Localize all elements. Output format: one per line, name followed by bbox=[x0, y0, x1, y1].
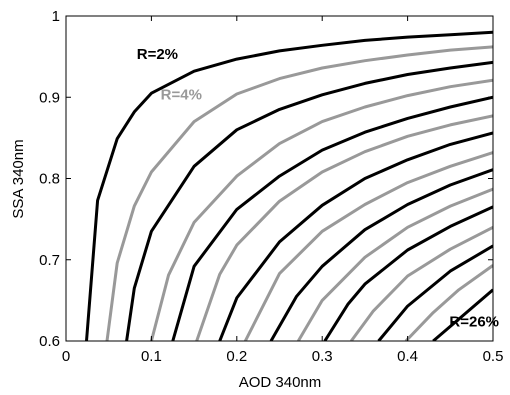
y-tick-label: 0.9 bbox=[39, 89, 60, 106]
curve-line-7 bbox=[218, 131, 493, 341]
y-tick-label: 0.6 bbox=[39, 333, 60, 350]
curve-line-15 bbox=[432, 288, 493, 341]
y-tick-label: 1 bbox=[52, 8, 60, 25]
curve-line-12 bbox=[349, 225, 493, 341]
curve-line-3 bbox=[125, 60, 493, 341]
x-tick-label: 0.3 bbox=[312, 348, 333, 365]
x-tick-label: 0.1 bbox=[141, 348, 162, 365]
curve-line-13 bbox=[377, 244, 493, 341]
curve-line-14 bbox=[404, 264, 493, 341]
x-tick-label: 0.4 bbox=[397, 348, 418, 365]
annotation-label-3: R=26% bbox=[449, 313, 499, 330]
y-tick-label: 0.7 bbox=[39, 252, 60, 269]
series-layer bbox=[85, 30, 493, 341]
annotation-label-1: R=2% bbox=[137, 46, 178, 63]
curve-line-10 bbox=[297, 187, 493, 341]
curve-line-4 bbox=[149, 78, 493, 341]
annotation-label-2: R=4% bbox=[161, 87, 202, 104]
curve-line-8 bbox=[243, 151, 493, 341]
annotation-layer: R=2% R=4% R=26% bbox=[137, 46, 499, 330]
curve-line-5 bbox=[171, 95, 493, 341]
y-axis-ticks: 0.6 0.7 0.8 0.9 1 bbox=[39, 8, 493, 350]
x-tick-label: 0.5 bbox=[483, 348, 504, 365]
x-tick-label: 0 bbox=[62, 348, 70, 365]
y-tick-label: 0.8 bbox=[39, 171, 60, 188]
curve-line-11 bbox=[323, 205, 493, 341]
curve-line-6 bbox=[195, 114, 493, 341]
x-axis-title: AOD 340nm bbox=[239, 374, 322, 391]
x-axis-ticks: 0 0.1 0.2 0.3 0.4 0.5 bbox=[62, 16, 504, 365]
plot-area-background bbox=[66, 16, 493, 341]
curve-line-2 bbox=[105, 45, 493, 341]
curve-line-9 bbox=[269, 168, 493, 341]
x-tick-label: 0.2 bbox=[226, 348, 247, 365]
curve-line-1 bbox=[85, 30, 493, 341]
y-axis-title: SSA 340nm bbox=[10, 139, 27, 218]
